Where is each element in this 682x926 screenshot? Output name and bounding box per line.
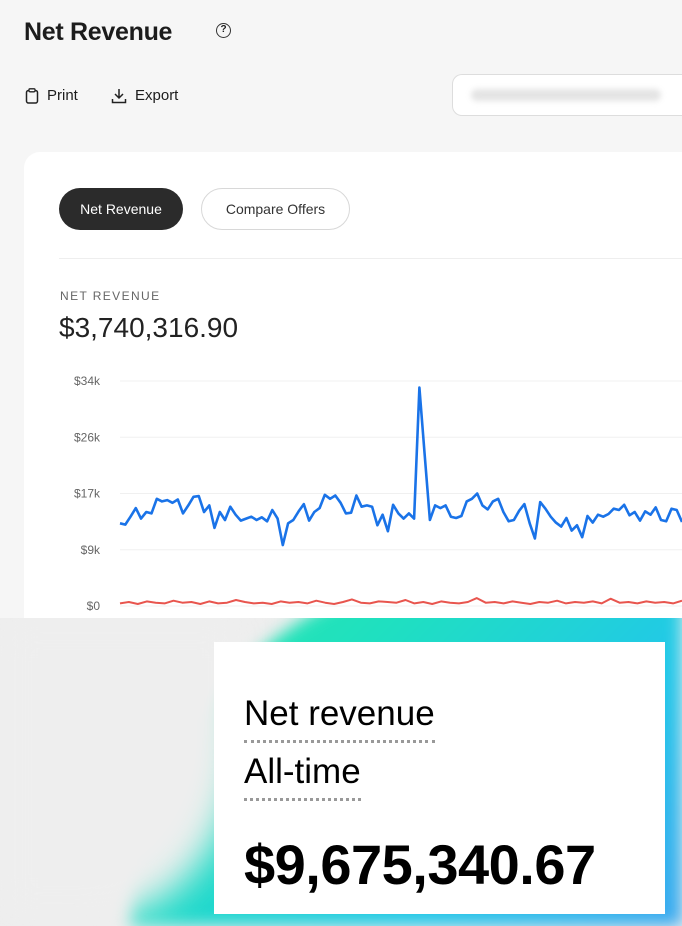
tab-compare-offers[interactable]: Compare Offers: [201, 188, 350, 230]
y-tick-label: $9k: [81, 543, 101, 557]
page-title: Net Revenue: [24, 18, 173, 46]
y-tick-label: $26k: [74, 430, 101, 444]
promo-overlay: Net revenue All-time $9,675,340.67: [0, 618, 682, 926]
clipboard-icon: [25, 87, 39, 104]
revenue-series-line: [119, 386, 682, 547]
y-tick-label: $34k: [74, 374, 101, 388]
search-input[interactable]: [452, 74, 682, 116]
refunds-series-line: [119, 597, 682, 605]
callout-value: $9,675,340.67: [244, 833, 596, 896]
y-tick-label: $17k: [74, 487, 101, 501]
callout-period: All-time: [244, 752, 361, 801]
metric-label: NET REVENUE: [60, 289, 161, 303]
export-button[interactable]: Export: [111, 87, 178, 104]
question-circle-icon[interactable]: ?: [216, 23, 231, 38]
blurred-text: [471, 89, 661, 101]
metric-value: $3,740,316.90: [59, 312, 239, 343]
download-icon: [111, 88, 127, 103]
revenue-card: Net Revenue Compare Offers NET REVENUE $…: [24, 152, 682, 618]
print-button[interactable]: Print: [25, 87, 78, 104]
export-label: Export: [135, 87, 179, 104]
divider: [59, 258, 682, 259]
dashboard-screenshot: Net Revenue ? Print Export Net Revenue C…: [24, 18, 682, 618]
tab-net-revenue[interactable]: Net Revenue: [59, 188, 183, 230]
y-tick-label: $0: [87, 599, 101, 613]
print-label: Print: [47, 87, 78, 104]
net-revenue-callout: Net revenue All-time $9,675,340.67: [214, 642, 665, 914]
callout-label: Net revenue: [244, 694, 435, 743]
revenue-line-chart: $34k $26k $17k $9k $0: [74, 374, 682, 613]
